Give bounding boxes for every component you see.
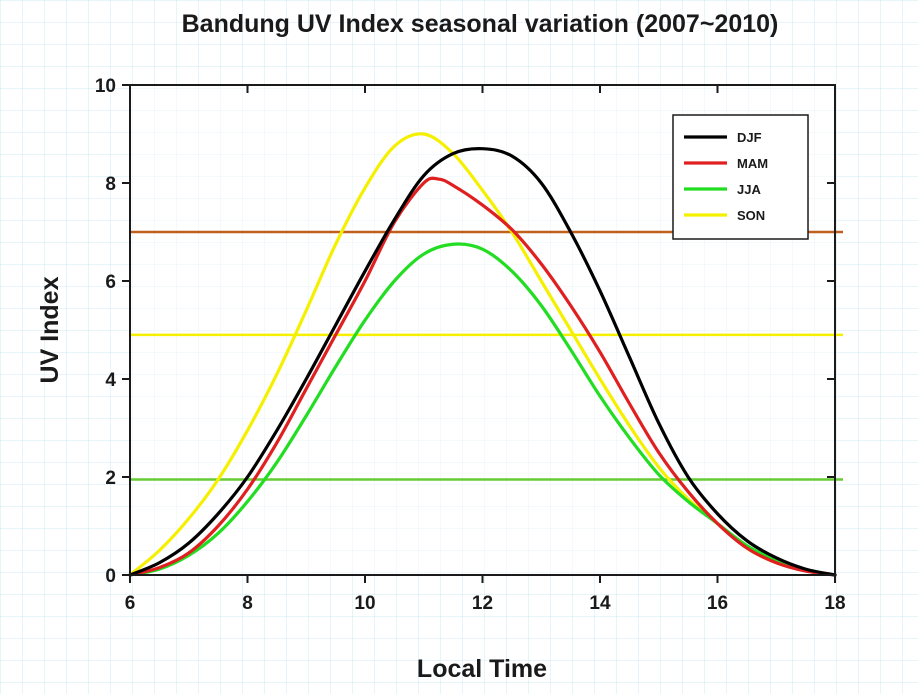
x-tick-label: 10: [354, 593, 375, 614]
series-lines: [128, 132, 837, 577]
legend-label-son: SON: [737, 208, 765, 223]
y-tick-label: 6: [105, 272, 116, 293]
y-tick-label: 10: [95, 76, 116, 97]
x-tick-label: 18: [824, 593, 845, 614]
x-tick-label: 8: [242, 593, 253, 614]
legend-label-mam: MAM: [737, 156, 768, 171]
x-axis-label: Local Time: [417, 655, 547, 683]
x-tick-label: 6: [125, 593, 136, 614]
x-tick-label: 14: [589, 593, 611, 614]
legend-items: DJF MAM JJA SON: [684, 130, 768, 223]
series-line-mam: [128, 176, 837, 577]
y-tick-label: 4: [105, 370, 116, 391]
y-axis-ticks: 0 2 4 6 8 10: [95, 76, 835, 587]
legend: DJF MAM JJA SON: [672, 114, 809, 240]
y-tick-label: 0: [105, 566, 116, 587]
x-axis-ticks: 6 8 10 12 14 16 18: [125, 85, 846, 614]
legend-label-jja: JJA: [737, 182, 761, 197]
legend-label-djf: DJF: [737, 130, 762, 145]
x-tick-label: 16: [707, 593, 728, 614]
series-line-djf: [128, 147, 837, 577]
y-tick-label: 8: [105, 174, 116, 195]
x-tick-label: 12: [472, 593, 493, 614]
chart-title: Bandung UV Index seasonal variation (200…: [182, 10, 779, 38]
y-axis-label: UV Index: [36, 276, 64, 383]
y-tick-label: 2: [105, 468, 116, 489]
